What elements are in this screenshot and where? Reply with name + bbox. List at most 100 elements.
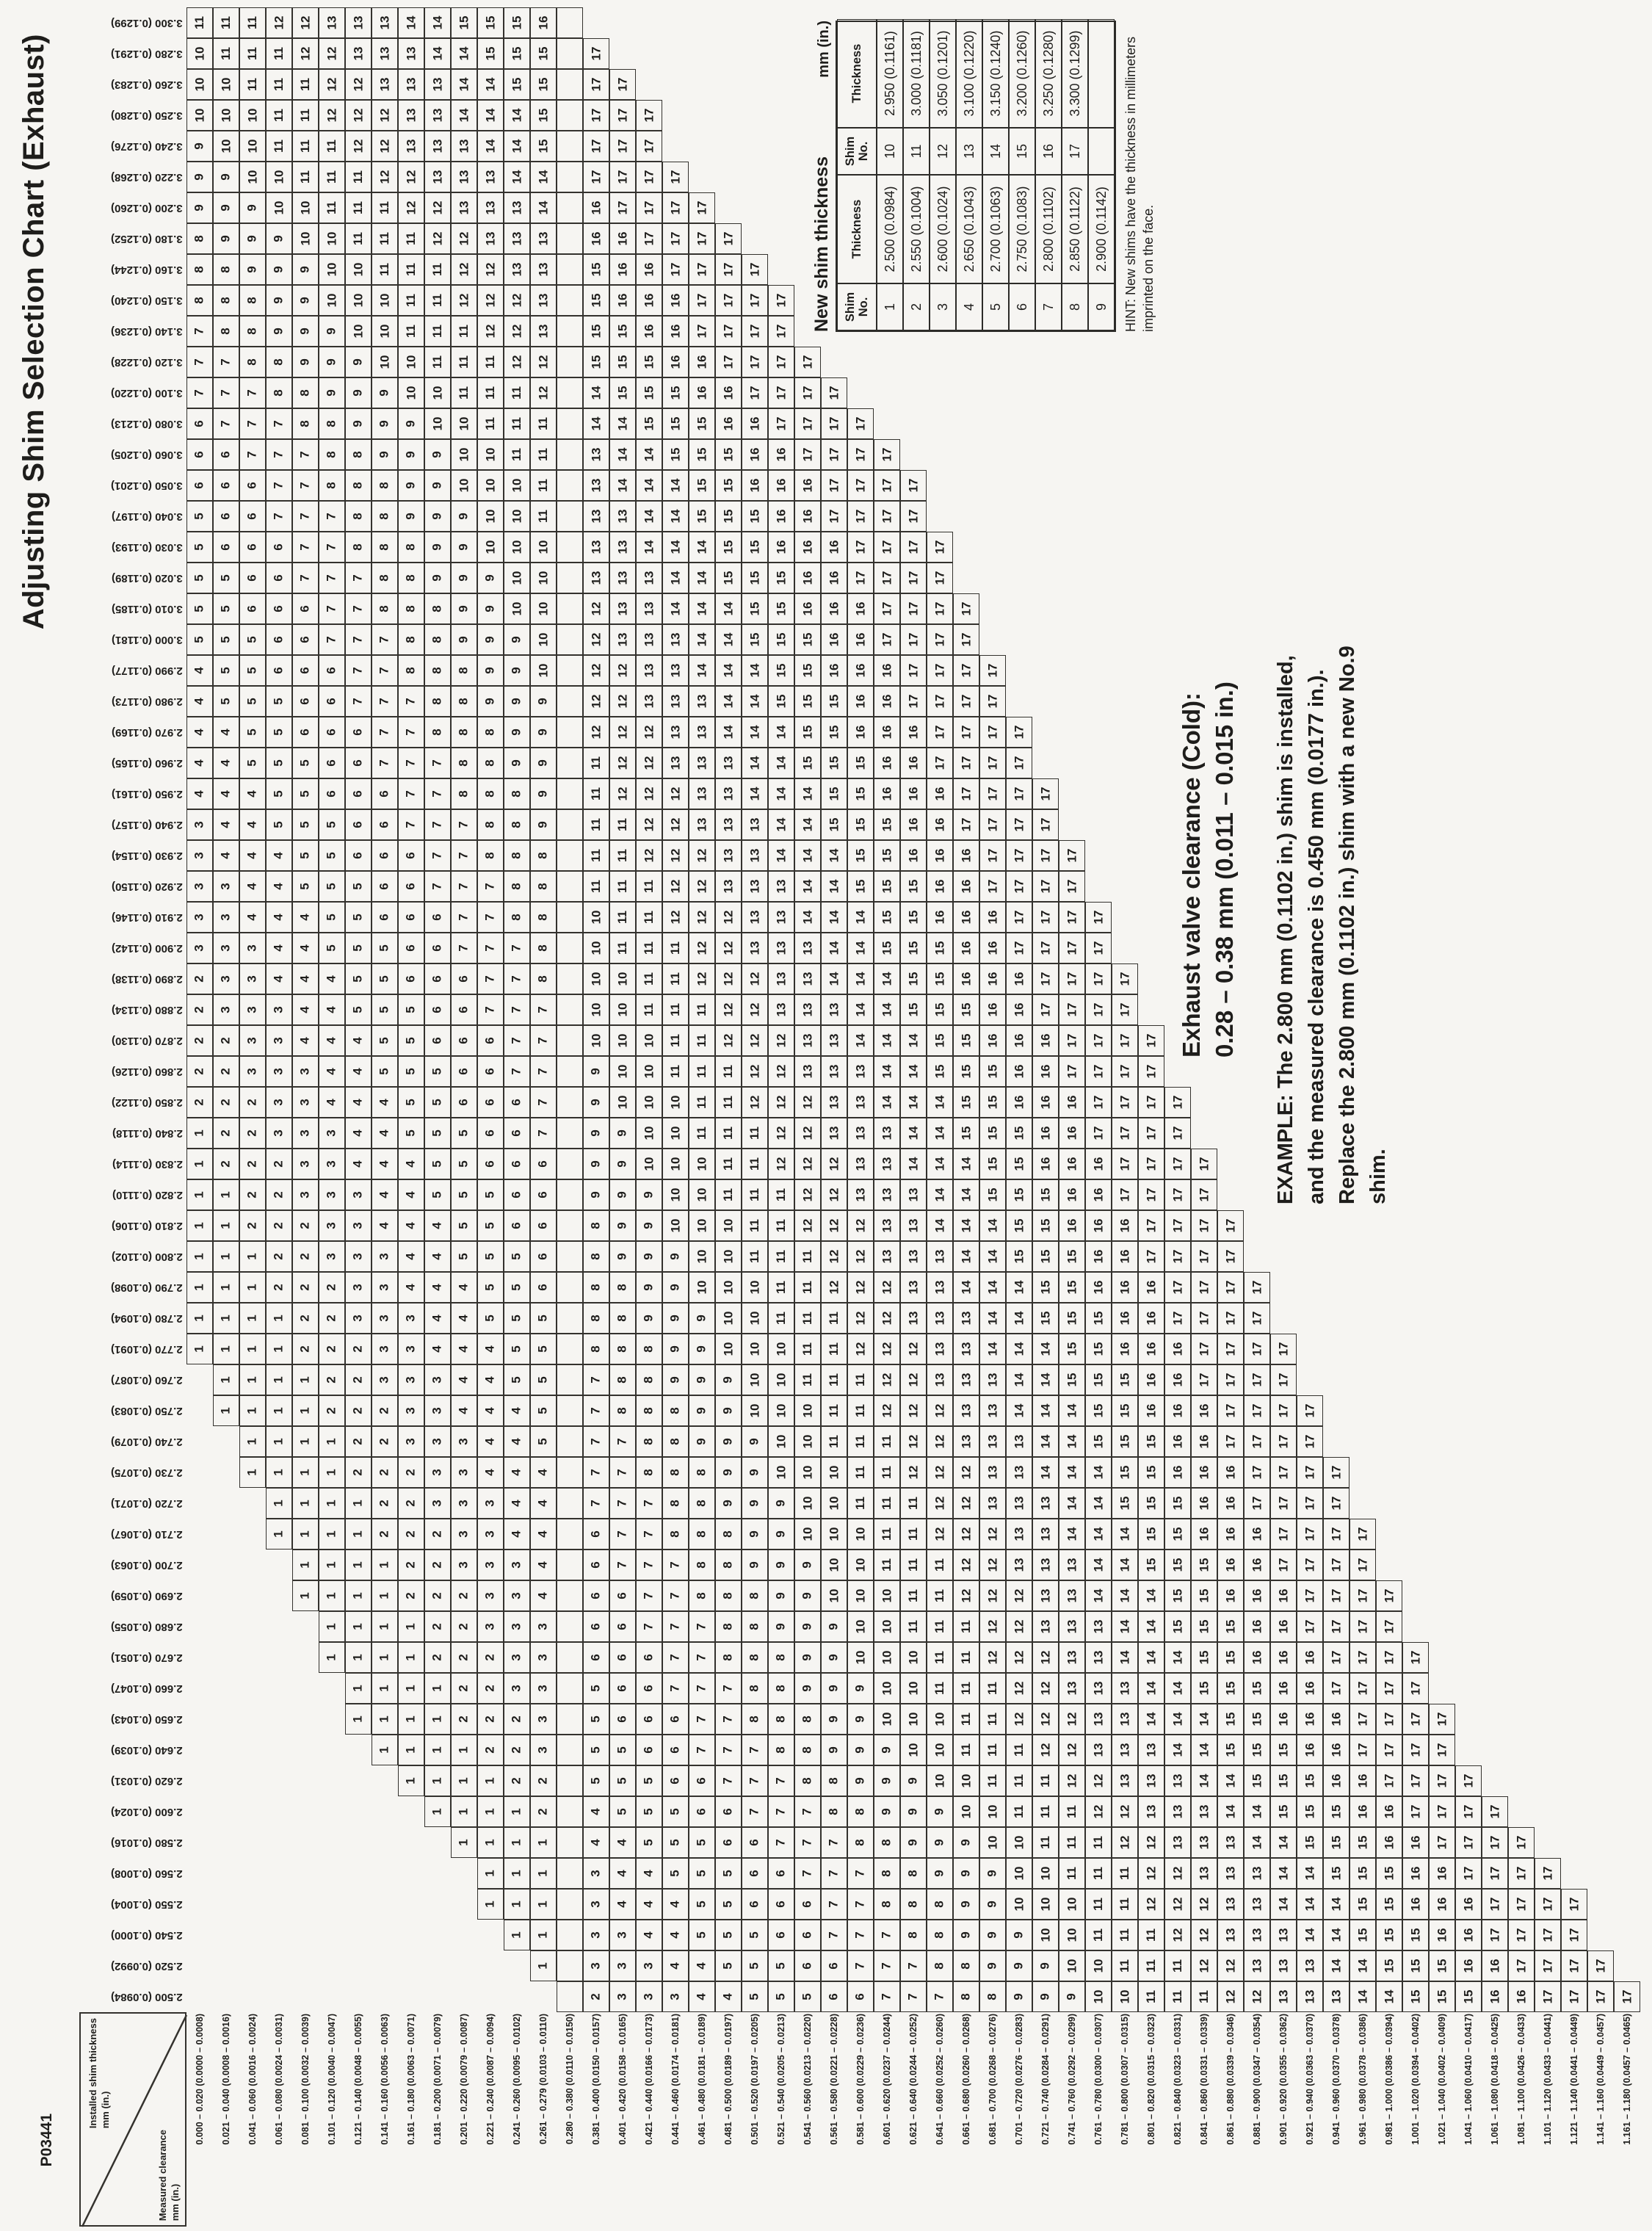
clearance-col-label: 0.441 – 0.460 (0.0174 – 0.0181) [670,2014,681,2145]
grid-cell [1429,994,1455,1025]
grid-cell: 5 [451,1149,477,1179]
grid-cell: 6 [345,748,372,778]
grid-cell [557,563,583,593]
grid-cell: 8 [609,1364,636,1395]
grid-cell: 6 [372,902,398,933]
grid-cell [1297,1364,1323,1395]
grid-cell [186,1704,213,1735]
grid-cell: 7 [636,1488,662,1519]
grid-cell: 10 [292,192,319,223]
grid-cell: 10 [345,254,372,285]
grid-cell [1482,1488,1508,1519]
grid-cell: 14 [874,963,900,994]
grid-cell: 14 [927,1118,953,1149]
grid-cell: 10 [239,100,266,131]
grid-cell: 8 [636,1334,662,1364]
grid-cell: 17 [609,162,636,192]
grid-cell: 9 [953,1827,979,1858]
grid-cell [1085,717,1112,748]
grid-cell: 13 [530,285,557,316]
grid-cell [1482,532,1508,563]
grid-cell: 4 [266,871,292,902]
grid-cell: 7 [927,1981,953,2012]
grid-cell: 6 [504,1210,530,1241]
grid-cell: 8 [372,470,398,501]
grid-cell: 6 [504,1118,530,1149]
grid-cell: 10 [1032,1858,1059,1889]
grid-cell [1535,1241,1561,1272]
grid-cell: 11 [1085,1827,1112,1858]
grid-cell: 15 [662,439,689,470]
grid-cell: 17 [1059,1056,1085,1087]
shim-table-cell: 2.900 (0.1142) [1088,175,1115,283]
grid-cell: 12 [372,131,398,162]
grid-cell: 3 [345,1272,372,1303]
grid-cell: 15 [742,563,768,593]
grid-cell: 11 [662,994,689,1025]
grid-cell: 16 [927,778,953,809]
grid-cell [1587,655,1614,686]
grid-cell: 9 [292,254,319,285]
grid-cell: 2 [186,994,213,1025]
grid-cell: 16 [847,624,874,655]
grid-cell: 15 [1059,1334,1085,1364]
grid-cell: 9 [583,1149,609,1179]
grid-cell: 12 [398,192,424,223]
grid-cell: 16 [1164,1334,1191,1364]
grid-cell: 13 [609,532,636,563]
grid-cell: 15 [1323,1858,1350,1889]
grid-cell: 15 [1006,1118,1032,1149]
grid-cell: 3 [398,1334,424,1364]
grid-cell: 9 [213,162,239,192]
grid-cell [1614,470,1640,501]
grid-cell: 5 [292,778,319,809]
grid-cell: 4 [689,1950,715,1981]
grid-cell: 3 [398,1303,424,1334]
grid-cell [1429,1395,1455,1426]
grid-cell [1217,254,1244,285]
grid-cell: 17 [821,377,847,408]
grid-cell [424,1858,451,1889]
grid-cell: 10 [927,1704,953,1735]
grid-cell [1508,1457,1535,1488]
grid-cell: 14 [609,408,636,439]
grid-cell: 16 [1217,1457,1244,1488]
grid-cell [1191,1056,1217,1087]
grid-cell: 7 [530,1087,557,1118]
measured-axis-title: Measured clearance mm (in.) [156,2130,181,2221]
grid-cell: 12 [953,1519,979,1550]
grid-cell: 16 [1112,1241,1138,1272]
installed-shim-row-label: 2.840 (0.1118) [112,1127,183,1140]
grid-cell: 14 [1032,1334,1059,1364]
grid-cell [557,593,583,624]
grid-cell: 13 [1085,1735,1112,1765]
grid-cell: 14 [1085,1488,1112,1519]
grid-cell: 9 [821,1642,847,1673]
grid-cell: 4 [213,717,239,748]
grid-cell: 11 [530,470,557,501]
grid-cell: 9 [292,285,319,316]
grid-cell: 11 [794,1334,821,1364]
grid-cell: 13 [662,717,689,748]
grid-cell: 11 [424,316,451,347]
grid-cell: 13 [953,1426,979,1457]
grid-cell [1455,1519,1482,1550]
grid-cell: 4 [398,1272,424,1303]
grid-cell [557,131,583,162]
grid-cell: 13 [979,1395,1006,1426]
grid-cell: 16 [1217,1519,1244,1550]
grid-cell [1561,501,1587,532]
grid-cell: 16 [1191,1426,1217,1457]
grid-cell: 17 [1455,1796,1482,1827]
grid-cell: 9 [530,809,557,840]
grid-cell: 5 [715,1920,742,1950]
grid-cell: 11 [927,1611,953,1642]
grid-cell [1508,1704,1535,1735]
installed-shim-row-label: 2.930 (0.1154) [112,849,183,862]
grid-cell: 15 [874,871,900,902]
grid-cell [319,1827,345,1858]
grid-cell: 16 [583,192,609,223]
grid-cell: 5 [530,1426,557,1457]
grid-cell: 10 [847,1550,874,1580]
grid-cell: 16 [794,470,821,501]
